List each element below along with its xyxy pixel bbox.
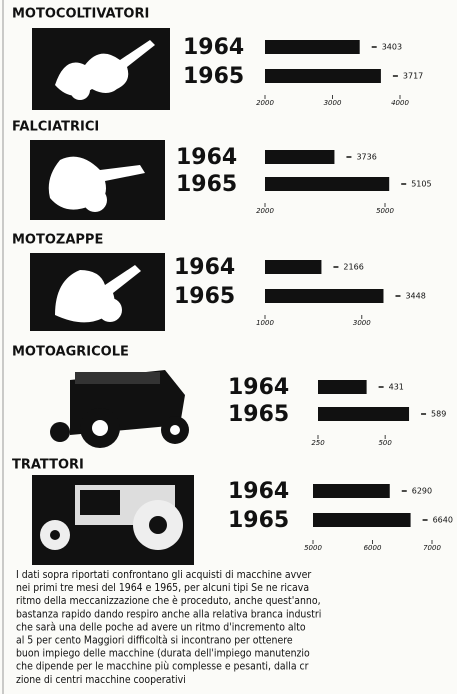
x-tick-label: 3000: [353, 319, 371, 327]
illustration: [32, 28, 170, 110]
panel-title: TRATTORI: [12, 458, 84, 473]
bar: [313, 513, 411, 527]
x-tick-label: 500: [378, 439, 392, 447]
value-label: 3736: [356, 153, 376, 162]
bar: [318, 407, 409, 421]
x-tick-label: 4000: [391, 99, 409, 107]
value-label: 3717: [403, 72, 423, 81]
bar: [265, 69, 381, 83]
year-label: 1965: [183, 64, 244, 89]
value-label: 3403: [382, 43, 402, 52]
x-tick-label: 3000: [324, 99, 342, 107]
year-label: 1964: [228, 479, 289, 504]
value-label: 589: [431, 410, 446, 419]
year-label: 1964: [176, 145, 237, 170]
bar: [313, 484, 390, 498]
year-label: 1965: [228, 508, 289, 533]
panel-title: MOTOAGRICOLE: [12, 345, 129, 360]
x-tick-label: 2000: [256, 207, 274, 215]
caption-line: bastanza rapido dando respiro anche alla…: [16, 608, 321, 620]
year-label: 1964: [183, 35, 244, 60]
infographic: MOTOCOLTIVATORI 1964 3403 1965 3717 2000 3000 4…: [0, 0, 457, 694]
value-label: 5105: [411, 180, 431, 189]
value-label: 6290: [412, 487, 432, 496]
value-label: 3448: [405, 292, 425, 301]
year-label: 1964: [174, 255, 235, 280]
x-tick-label: 6000: [364, 544, 382, 552]
year-label: 1964: [228, 375, 289, 400]
x-tick-label: 5000: [304, 544, 322, 552]
caption-line: I dati sopra riportati confrontano gli a…: [16, 569, 311, 581]
value-label: 2166: [343, 263, 363, 272]
panel-title: FALCIATRICI: [12, 120, 99, 135]
value-label: 431: [389, 383, 404, 392]
illustration: [32, 475, 194, 565]
year-label: 1965: [174, 284, 235, 309]
illustration: [30, 140, 165, 220]
x-tick-label: 2000: [256, 99, 274, 107]
panel-title: MOTOZAPPE: [12, 233, 103, 248]
value-label: 6640: [433, 516, 453, 525]
bar: [265, 150, 334, 164]
caption-line: al 5 per cento Maggiori difficoltà si in…: [16, 635, 293, 647]
caption-line: ritmo della meccanizzazione che è proced…: [16, 595, 321, 607]
panel-title: MOTOCOLTIVATORI: [12, 7, 149, 22]
x-tick-label: 7000: [423, 544, 441, 552]
caption-line: nei primi tre mesi del 1964 e 1965, per …: [16, 582, 309, 594]
bar: [265, 260, 321, 274]
caption-line: che sarà una delle poche ad avere un rit…: [16, 621, 306, 633]
year-label: 1965: [176, 172, 237, 197]
illustration: [30, 253, 165, 331]
bar: [265, 289, 383, 303]
bar: [318, 380, 367, 394]
x-tick-label: 1000: [256, 319, 274, 327]
bar: [265, 40, 360, 54]
caption-line: che dipende per le macchine più compless…: [16, 661, 309, 673]
bar: [265, 177, 389, 191]
year-label: 1965: [228, 402, 289, 427]
x-tick-label: 5000: [376, 207, 394, 215]
caption-line: buon impiego delle macchine (durata dell…: [16, 648, 310, 660]
x-tick-label: 250: [311, 439, 325, 447]
caption-line: zione di centri macchine cooperativi: [16, 674, 186, 686]
